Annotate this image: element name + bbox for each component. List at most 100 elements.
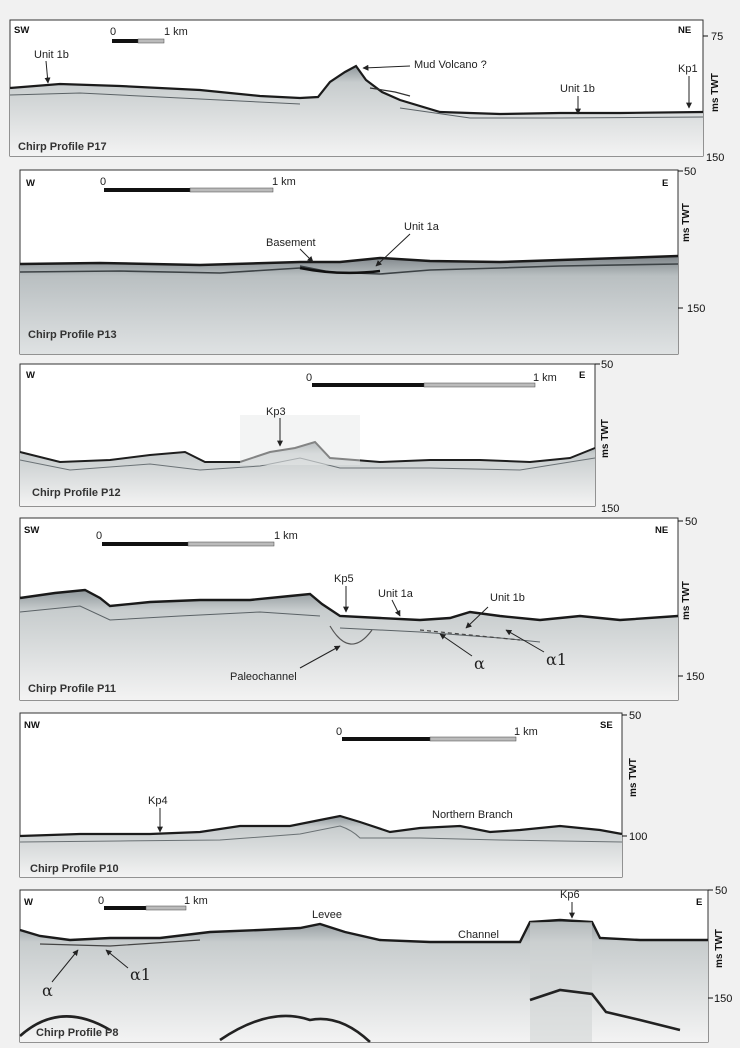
axis-tick-label: 50 — [685, 516, 697, 528]
annotation-arrow — [391, 599, 401, 617]
direction-left: SW — [14, 25, 29, 36]
scale-bar: 0 1 km — [98, 895, 208, 911]
scale-start: 0 — [110, 26, 116, 38]
scale-start: 0 — [306, 372, 312, 384]
alpha-reflector — [419, 629, 521, 641]
scale-start: 0 — [100, 176, 106, 188]
seafloor-reflector — [9, 64, 704, 116]
seismic-fill — [10, 66, 703, 156]
annotation-alpha: α — [474, 654, 485, 673]
annotation-unit-1b: Unit 1b — [490, 592, 525, 604]
annotation-northern-branch: Northern Branch — [432, 809, 513, 821]
scale-start: 0 — [96, 530, 102, 542]
annotation-basement: Basement — [266, 237, 316, 249]
axis-label: ms TWT — [600, 419, 611, 458]
scale-bar-light — [429, 736, 517, 742]
scale-end: 1 km — [184, 895, 208, 907]
annotation-unit-1a: Unit 1a — [378, 588, 414, 600]
direction-left: SW — [24, 525, 39, 536]
profile-panel-p10: NW SE 0 1 km Kp4 Northern Branch Chirp P… — [19, 710, 647, 878]
annotation-kp4: Kp4 — [148, 795, 168, 807]
annotation-arrow — [51, 949, 79, 983]
profile-title: Chirp Profile P13 — [28, 329, 117, 341]
paleochannel-reflector — [329, 625, 373, 645]
scale-bar-dark — [342, 737, 430, 741]
deep-reflector — [19, 988, 681, 1043]
scale-bar: 0 1 km — [96, 530, 298, 547]
axis-tick-label: 100 — [629, 831, 647, 843]
annotation-kp1: Kp1 — [678, 63, 698, 75]
annotation-arrow — [44, 60, 51, 84]
axis-label: ms TWT — [710, 73, 721, 112]
scale-start: 0 — [336, 726, 342, 738]
axis-tick-label: 50 — [601, 359, 613, 371]
annotation-kp5: Kp5 — [334, 573, 354, 585]
profile-title: Chirp Profile P12 — [32, 487, 121, 499]
seafloor-reflector — [19, 254, 679, 267]
scale-bar: 0 1 km — [110, 26, 188, 44]
scale-bar: 0 1 km — [306, 372, 557, 388]
annotation-alpha: α — [42, 981, 53, 1000]
annotation-arrow — [362, 64, 411, 71]
scale-bar-light — [137, 38, 165, 44]
axis-tick-label: 150 — [601, 503, 619, 515]
axis-label: ms TWT — [681, 203, 692, 242]
axis-tick-label: 50 — [684, 166, 696, 178]
scale-bar-dark — [104, 906, 146, 910]
axis-label: ms TWT — [714, 929, 725, 968]
seismic-fill — [20, 816, 622, 877]
annotation-mud-volcano: Mud Volcano ? — [414, 59, 487, 71]
annotation-paleochannel: Paleochannel — [230, 671, 297, 683]
direction-right: E — [579, 370, 585, 381]
subbottom-reflector — [9, 92, 704, 119]
annotation-unit-1b-right: Unit 1b — [560, 83, 595, 95]
annotation-alpha1: α1 — [130, 965, 151, 984]
subbottom-reflector — [19, 825, 623, 843]
direction-left: NW — [24, 720, 40, 731]
direction-right: E — [696, 897, 702, 908]
channel-column — [530, 922, 592, 1042]
scale-bar-dark — [104, 188, 190, 192]
profile-panel-p11: SW NE 0 1 km Kp5 Unit 1a Unit 1b Paleoch… — [19, 516, 704, 701]
scale-start: 0 — [98, 895, 104, 907]
annotation-arrow — [299, 645, 341, 669]
annotation-arrow — [439, 633, 473, 657]
annotation-arrow — [105, 949, 129, 969]
direction-left: W — [24, 897, 33, 908]
scale-end: 1 km — [514, 726, 538, 738]
axis-label: ms TWT — [681, 581, 692, 620]
seafloor-reflector — [19, 588, 679, 622]
scale-bar-light — [145, 905, 187, 911]
annotation-kp3: Kp3 — [266, 406, 286, 418]
axis-tick-label: 150 — [686, 671, 704, 683]
annotation-arrow — [465, 606, 489, 629]
scale-end: 1 km — [274, 530, 298, 542]
profile-panel-p13: W E 0 1 km Basement Unit 1a Chirp Profil… — [19, 166, 705, 355]
volcano-flank — [369, 87, 411, 97]
direction-left: W — [26, 178, 35, 189]
direction-right: NE — [655, 525, 668, 536]
axis-tick-label: 150 — [714, 993, 732, 1005]
axis-tick-label: 50 — [629, 710, 641, 722]
scale-bar-dark — [102, 542, 188, 546]
annotation-unit-1b-left: Unit 1b — [34, 49, 69, 61]
profile-panel-p17: SW NE 0 1 km Unit 1b Mud Volcano ? Unit … — [9, 19, 724, 164]
direction-right: E — [662, 178, 668, 189]
scale-bar-light — [189, 187, 274, 193]
scale-bar-dark — [312, 383, 424, 387]
profile-title: Chirp Profile P17 — [18, 141, 107, 153]
annotation-arrow — [375, 233, 411, 267]
scale-end: 1 km — [533, 372, 557, 384]
seismic-fill — [20, 256, 678, 354]
annotation-levee: Levee — [312, 909, 342, 921]
annotation-arrow — [299, 248, 314, 263]
direction-right: NE — [678, 25, 691, 36]
annotation-unit-1a: Unit 1a — [404, 221, 440, 233]
profile-panel-p12: W E 0 1 km Kp3 Chirp Profile P12 50 150 … — [19, 359, 619, 515]
profile-title: Chirp Profile P11 — [28, 683, 116, 695]
alpha-reflector — [39, 939, 201, 947]
scale-bar: 0 1 km — [336, 726, 538, 742]
scale-bar: 0 1 km — [100, 176, 296, 193]
profile-title: Chirp Profile P8 — [36, 1027, 119, 1039]
